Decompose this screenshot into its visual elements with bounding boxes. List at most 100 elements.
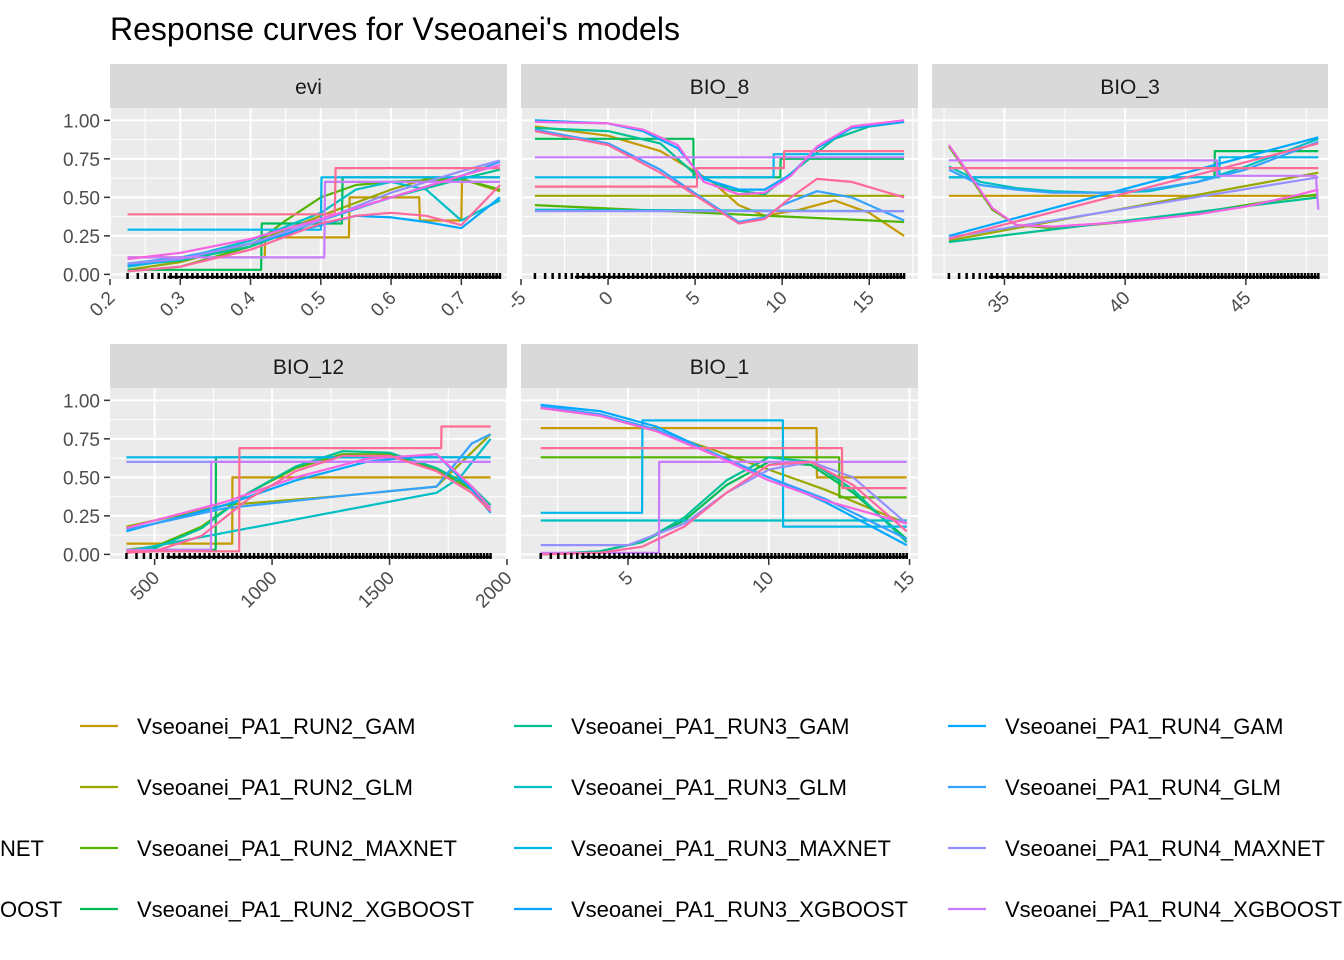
legend-item: Vseoanei_PA1_RUN2_XGBOOST — [80, 897, 474, 922]
series-line — [947, 144, 1319, 228]
panel-background — [521, 108, 918, 279]
legend-item: Vseoanei_PA1_RUN2_GLM — [80, 775, 413, 800]
legend-item: Vseoanei_PA1_RUN4_GAM — [948, 714, 1283, 739]
series-line — [948, 142, 1319, 240]
legend-label: Vseoanei_PA1_RUN2_GAM — [137, 714, 415, 739]
y-tick-label: 0.50 — [63, 188, 100, 209]
series-line — [540, 447, 907, 490]
legend-item: Vseoanei_PA1_RUN4_GLM — [948, 775, 1281, 800]
legend-label: Vseoanei_PA1_RUN2_MAXNET — [137, 836, 457, 861]
series-line — [948, 176, 1319, 239]
series-group — [540, 403, 908, 556]
facet-strip-label: BIO_3 — [1100, 76, 1160, 99]
series-line — [126, 433, 492, 531]
series-line — [126, 450, 492, 554]
legend-label: Vseoanei_PA1_RUN4_MAXNET — [1005, 836, 1325, 861]
x-tick-label: 15 — [889, 568, 919, 598]
series-line — [540, 419, 907, 528]
x-tick-label: 0.5 — [297, 288, 331, 322]
legend-item: Vseoanei_PA1_RUN3_GAM — [514, 714, 849, 739]
panel-background — [110, 108, 507, 279]
facet-strip — [932, 64, 1328, 108]
series-line — [126, 453, 492, 530]
series-group — [947, 136, 1320, 244]
legend-item: NET — [0, 836, 44, 861]
series-line — [540, 460, 908, 547]
series-group — [534, 119, 905, 237]
facet-strip — [521, 64, 918, 108]
rug-marks — [539, 553, 908, 559]
series-line — [126, 425, 491, 553]
facet-evi: evi 0.00 0.25 0.50 0.75 1.00 0.2 0.3 0.4 0.5 0.6 0.… — [63, 64, 507, 321]
series-line — [540, 427, 907, 479]
series-line — [540, 456, 908, 556]
y-tick-label: 0.00 — [63, 265, 100, 286]
x-tick-label: 40 — [1105, 288, 1135, 318]
legend-label: Vseoanei_PA1_RUN3_GAM — [571, 714, 849, 739]
series-line — [127, 180, 500, 259]
rug-marks — [125, 553, 492, 559]
x-tick-label: 5 — [682, 288, 704, 310]
legend-item: Vseoanei_PA1_RUN3_XGBOOST — [514, 897, 908, 922]
facet-bio-3: BIO_3 35 40 45 — [932, 64, 1328, 317]
panel-background — [932, 108, 1328, 279]
legend-label: Vseoanei_PA1_RUN3_GLM — [571, 775, 847, 800]
series-line — [534, 130, 905, 225]
x-tick-label: 45 — [1226, 288, 1256, 318]
y-tick-label: 0.00 — [63, 545, 100, 566]
facet-strip — [110, 344, 507, 388]
rug-marks — [947, 273, 1320, 279]
x-tick-label: 0.3 — [156, 288, 190, 322]
legend-item: Vseoanei_PA1_RUN4_XGBOOST — [948, 897, 1342, 922]
y-tick-label: 0.50 — [63, 468, 100, 489]
facet-strip — [110, 64, 507, 108]
series-line — [127, 176, 500, 231]
y-tick-label: 0.75 — [63, 150, 100, 171]
legend-label: Vseoanei_PA1_RUN3_MAXNET — [571, 836, 891, 861]
x-tick-label: 0.6 — [367, 288, 401, 322]
legend-item: Vseoanei_PA1_RUN2_MAXNET — [80, 836, 457, 861]
x-tick-label: 0.4 — [227, 287, 261, 321]
facet-strip-label: evi — [295, 76, 322, 99]
facet-bio-1: BIO_1 5 10 15 — [521, 344, 919, 597]
legend-label: Vseoanei_PA1_RUN3_XGBOOST — [571, 897, 908, 922]
series-line — [540, 405, 908, 540]
legend-label: Vseoanei_PA1_RUN2_XGBOOST — [137, 897, 474, 922]
series-line — [127, 167, 500, 216]
legend-item: Vseoanei_PA1_RUN4_MAXNET — [948, 836, 1325, 861]
x-tick-label: 1500 — [354, 568, 399, 613]
series-line — [540, 406, 907, 525]
series-line — [948, 136, 1319, 237]
series-line — [540, 460, 908, 556]
series-line — [948, 159, 1320, 210]
x-tick-label: 15 — [849, 288, 879, 318]
y-tick-label: 0.75 — [63, 430, 100, 451]
series-line — [534, 150, 905, 188]
facet-bio-8: BIO_8 -5 0 5 10 15 — [504, 64, 918, 317]
facet-strip — [521, 344, 918, 388]
series-group — [127, 159, 501, 273]
x-tick-label: 0.7 — [437, 288, 471, 322]
series-group — [126, 425, 492, 554]
series-line — [127, 184, 501, 273]
x-tick-label: -5 — [504, 288, 531, 315]
y-tick-label: 1.00 — [63, 111, 100, 132]
panel-background — [521, 388, 918, 559]
legend-item: OOST — [0, 897, 62, 922]
legend-label: Vseoanei_PA1_RUN2_GLM — [137, 775, 413, 800]
legend-item: Vseoanei_PA1_RUN3_GLM — [514, 775, 847, 800]
series-line — [127, 159, 501, 265]
x-tick-label: 10 — [762, 288, 792, 318]
series-line — [948, 140, 1319, 194]
series-line — [127, 176, 500, 259]
facet-strip-label: BIO_12 — [273, 356, 344, 379]
series-line — [534, 204, 905, 224]
series-line — [534, 153, 905, 179]
x-tick-label: 5 — [615, 568, 637, 590]
series-line — [534, 119, 905, 196]
legend-label: Vseoanei_PA1_RUN4_GAM — [1005, 714, 1283, 739]
series-line — [127, 163, 501, 261]
x-tick-label: 1000 — [237, 568, 282, 613]
